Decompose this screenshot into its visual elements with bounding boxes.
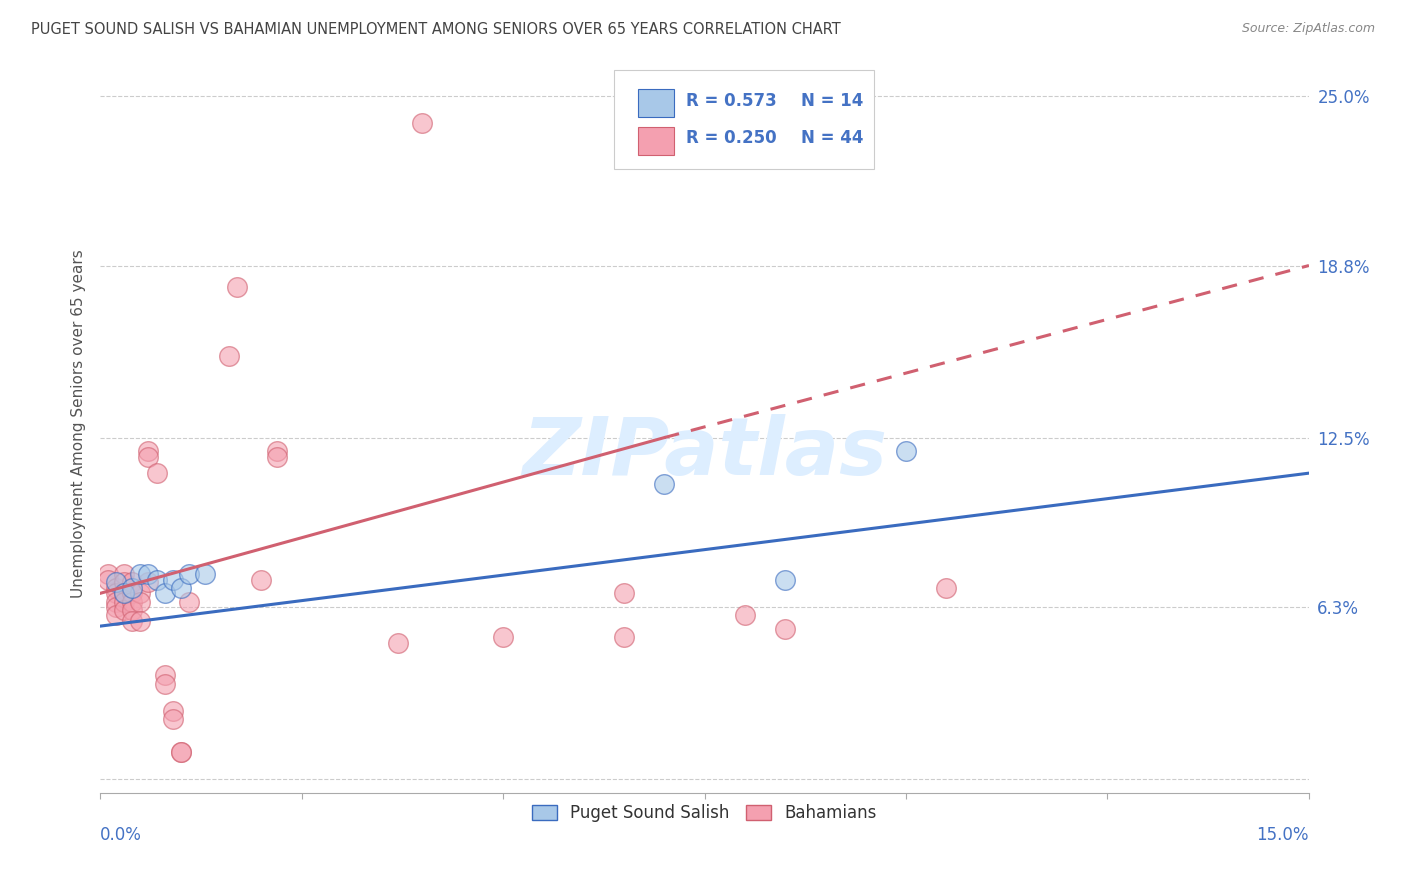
Point [145,466,167,480]
Point [129,594,152,608]
Point [773,622,796,636]
Point [105,600,128,615]
Point [138,450,160,464]
Point [170,745,193,759]
Point [121,581,143,595]
Point [138,444,160,458]
Point [129,567,152,582]
Point [105,608,128,623]
Point [121,586,143,600]
Point [773,573,796,587]
Point [97,573,120,587]
Point [112,586,135,600]
Point [153,676,176,690]
Point [613,630,636,644]
Text: R = 0.573: R = 0.573 [686,92,778,110]
Point [105,594,128,608]
Point [170,745,193,759]
Point [894,444,917,458]
Point [387,635,409,649]
FancyBboxPatch shape [638,89,675,117]
Point [266,444,288,458]
Point [121,594,143,608]
Point [613,586,636,600]
Point [170,581,193,595]
Y-axis label: Unemployment Among Seniors over 65 years: Unemployment Among Seniors over 65 years [72,250,86,599]
Point [218,349,240,363]
Point [935,581,957,595]
Legend: Puget Sound Salish, Bahamians: Puget Sound Salish, Bahamians [526,797,884,829]
Point [411,116,433,130]
Text: 0.0%: 0.0% [100,826,142,844]
Point [105,586,128,600]
Point [194,567,217,582]
Point [129,614,152,628]
Point [492,630,515,644]
Point [162,712,184,726]
Point [250,573,273,587]
Point [105,575,128,590]
Text: 15.0%: 15.0% [1257,826,1309,844]
Point [121,614,143,628]
Point [153,586,176,600]
Point [138,575,160,590]
Point [734,608,756,623]
Point [266,450,288,464]
Point [162,704,184,718]
Point [652,477,675,491]
Point [226,280,249,294]
Point [129,586,152,600]
FancyBboxPatch shape [614,70,873,169]
Point [112,603,135,617]
Text: N = 14: N = 14 [801,92,863,110]
Point [121,603,143,617]
Text: ZIPatlas: ZIPatlas [522,415,887,492]
Point [105,581,128,595]
Point [153,668,176,682]
Point [177,594,200,608]
Text: N = 44: N = 44 [801,129,863,147]
Text: Source: ZipAtlas.com: Source: ZipAtlas.com [1241,22,1375,36]
Point [177,567,200,582]
Point [112,575,135,590]
Point [162,573,184,587]
Point [145,573,167,587]
Text: PUGET SOUND SALISH VS BAHAMIAN UNEMPLOYMENT AMONG SENIORS OVER 65 YEARS CORRELAT: PUGET SOUND SALISH VS BAHAMIAN UNEMPLOYM… [31,22,841,37]
FancyBboxPatch shape [638,128,675,155]
Point [97,567,120,582]
Point [112,594,135,608]
Text: R = 0.250: R = 0.250 [686,129,778,147]
Point [138,567,160,582]
Point [121,575,143,590]
Point [112,586,135,600]
Point [112,567,135,582]
